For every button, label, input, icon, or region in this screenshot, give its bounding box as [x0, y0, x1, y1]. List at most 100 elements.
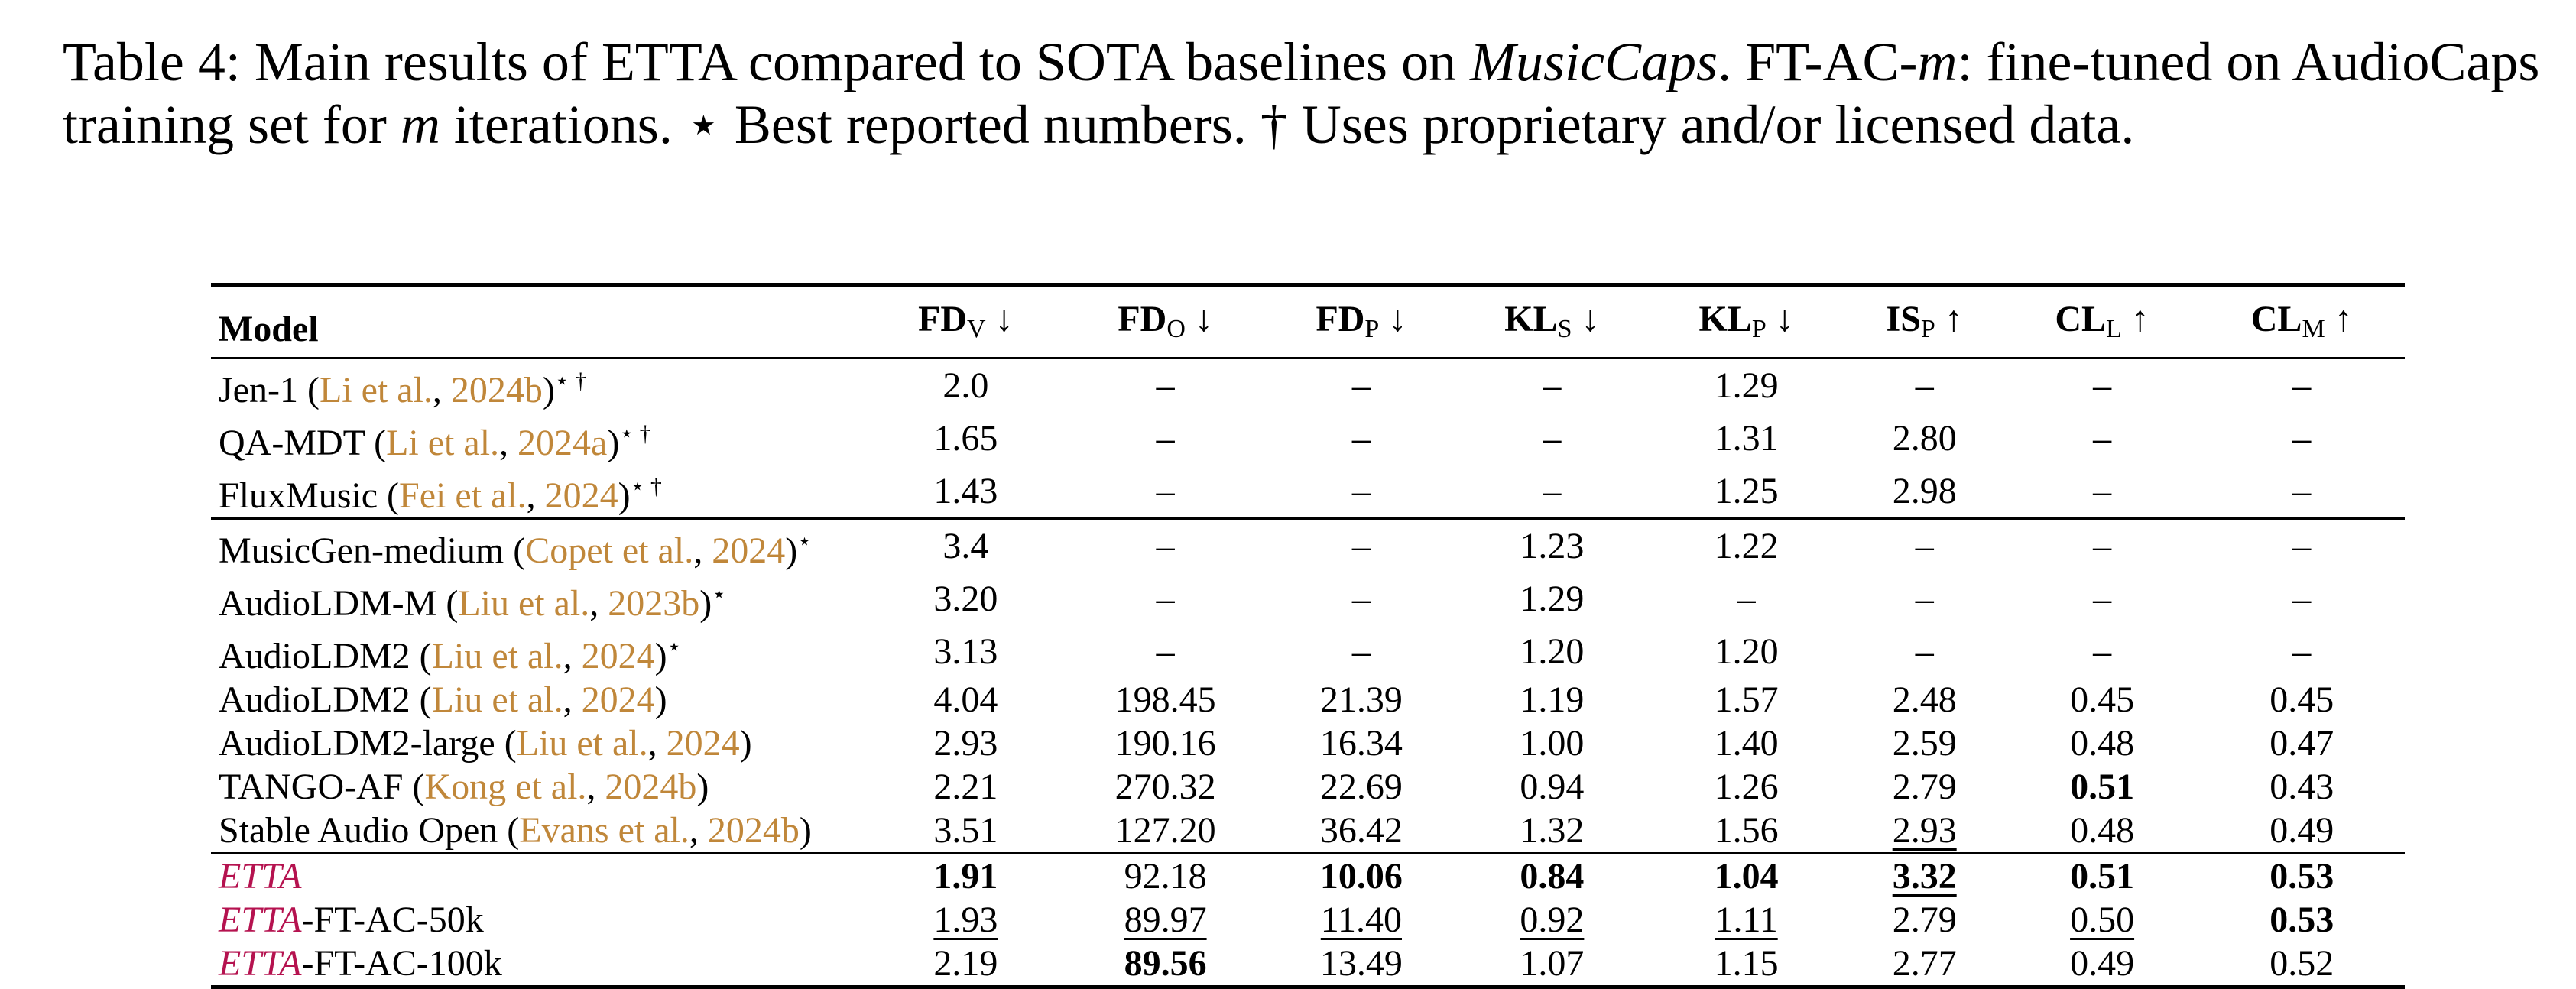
column-header-base: IS: [1886, 299, 1921, 339]
metric-value: 2.79: [1892, 900, 1957, 940]
metric-value: 1.15: [1714, 943, 1779, 984]
metric-value: –: [1737, 579, 1756, 619]
metric-cell: –: [1063, 465, 1268, 519]
metric-value: –: [2292, 418, 2312, 459]
citation-author-link[interactable]: Copet et al.: [525, 530, 694, 571]
metric-cell: 0.53: [2198, 898, 2405, 942]
column-header-subscript: P: [1751, 315, 1767, 343]
metric-cell: 0.43: [2198, 765, 2405, 809]
metric-value: 0.48: [2070, 810, 2135, 851]
metric-cell: 190.16: [1063, 721, 1268, 765]
metric-cell: –: [1063, 572, 1268, 625]
metric-value: –: [1351, 526, 1371, 566]
model-name-cell: Stable Audio Open (Evans et al., 2024b): [219, 810, 812, 851]
arrow-up-icon: ↑: [2130, 299, 2149, 339]
model-name: AudioLDM2: [219, 636, 410, 676]
metric-cell: 3.51: [868, 809, 1063, 854]
citation-author-link[interactable]: Liu et al.: [431, 679, 563, 720]
citation-author-link[interactable]: Liu et al.: [516, 723, 648, 764]
column-header-subscript: V: [967, 315, 986, 343]
metric-value: –: [1915, 579, 1934, 619]
citation-author-link[interactable]: Fei et al.: [399, 475, 527, 516]
metric-cell: –: [1063, 412, 1268, 465]
citation-author-link[interactable]: Li et al.: [386, 423, 500, 463]
metric-cell: –: [1268, 625, 1455, 678]
citation-year-link[interactable]: 2024a: [517, 423, 608, 463]
reported-marks: ⋆: [667, 634, 682, 660]
caption-mid2: : fine-tuned on AudioCaps training set f…: [63, 31, 2540, 155]
metric-cell: 0.45: [2198, 678, 2405, 721]
metric-cell: –: [1843, 517, 2006, 572]
metric-value: 1.40: [1714, 723, 1779, 764]
citation-year-link[interactable]: 2024: [712, 530, 786, 571]
metric-cell: 1.26: [1649, 765, 1843, 809]
table-row: Jen-1 (Li et al., 2024b)⋆ † 2.0 – – – 1.29 – – –: [211, 358, 2405, 413]
metric-value: –: [2093, 579, 2112, 619]
metric-cell: –: [1268, 358, 1455, 413]
metric-value: 1.31: [1714, 418, 1779, 459]
metric-cell: 198.45: [1063, 678, 1268, 721]
column-header-base: FD: [918, 299, 968, 339]
column-header-fdo: FDO ↓: [1063, 284, 1268, 359]
citation-year-link[interactable]: 2024b: [450, 370, 543, 410]
caption-mid3: iterations.: [440, 94, 686, 155]
citation-author-link[interactable]: Evans et al.: [519, 810, 689, 851]
metric-cell: 1.40: [1649, 721, 1843, 765]
metric-cell: 1.20: [1455, 625, 1649, 678]
metric-cell: 2.48: [1844, 678, 2006, 721]
metric-value: 2.93: [933, 723, 998, 764]
citation-year-link[interactable]: 2024: [666, 723, 740, 764]
metric-value: –: [1915, 631, 1934, 672]
metric-value: –: [1351, 418, 1371, 459]
metric-value: 1.25: [1714, 471, 1779, 511]
metric-value: 4.04: [933, 679, 998, 720]
metric-value: –: [1351, 579, 1371, 619]
model-name-cell: AudioLDM2-large (Liu et al., 2024): [219, 723, 752, 764]
metric-value: 0.45: [2269, 679, 2334, 720]
citation-year-link[interactable]: 2023b: [608, 583, 700, 624]
metric-value: 2.59: [1892, 723, 1957, 764]
citation-year-link[interactable]: 2024b: [707, 810, 800, 851]
citation-author-link[interactable]: Liu et al.: [431, 636, 563, 676]
metric-value: 1.23: [1520, 526, 1585, 566]
metric-cell: 1.65: [868, 412, 1063, 465]
metric-value: 1.04: [1714, 856, 1779, 897]
column-header-kls: KLS ↓: [1455, 284, 1650, 359]
metric-cell: –: [1063, 358, 1268, 413]
citation-year-link[interactable]: 2024: [581, 636, 655, 676]
metric-cell: 0.53: [2198, 852, 2405, 898]
column-header-fdp: FDP ↓: [1267, 284, 1455, 359]
metric-value: –: [1156, 579, 1175, 619]
metric-value: 2.77: [1892, 943, 1957, 984]
table-row: ETTA 1.91 92.18 10.06 0.84 1.04 3.32 0.51 0.53: [211, 852, 2405, 898]
metric-value: 270.32: [1114, 767, 1216, 807]
citation-author-link[interactable]: Liu et al.: [458, 583, 590, 624]
metric-value: 0.84: [1520, 856, 1585, 897]
citation-year-link[interactable]: 2024: [544, 475, 618, 516]
metric-cell: –: [1455, 412, 1649, 465]
metric-value: 2.80: [1892, 418, 1957, 459]
model-name-cell: AudioLDM-M (Liu et al., 2023b)⋆: [219, 582, 727, 624]
metric-cell: 21.39: [1268, 678, 1455, 721]
citation-author-link[interactable]: Li et al.: [319, 370, 433, 410]
citation-year-link[interactable]: 2024b: [605, 767, 697, 807]
metric-cell: 2.19: [868, 942, 1063, 987]
metric-value: 2.79: [1892, 767, 1957, 807]
metric-value: –: [1156, 471, 1175, 511]
metric-cell: –: [1063, 625, 1268, 678]
metric-cell: 2.79: [1844, 898, 2006, 942]
metric-value: –: [2093, 418, 2112, 459]
citation-year-link[interactable]: 2024: [581, 679, 655, 720]
column-header-subscript: M: [2302, 315, 2325, 343]
metric-value: –: [1915, 526, 1934, 566]
metric-cell: 1.11: [1649, 898, 1843, 942]
metric-cell: 2.21: [868, 765, 1063, 809]
metric-value: 2.21: [933, 767, 998, 807]
table-caption: Table 4: Main results of ETTA compared t…: [63, 31, 2576, 156]
metric-cell: 1.25: [1649, 465, 1843, 519]
metric-cell: –: [2006, 412, 2199, 465]
citation-author-link[interactable]: Kong et al.: [424, 767, 587, 807]
caption-star-symbol: ⋆: [686, 94, 721, 155]
metric-cell: 2.98: [1844, 465, 2006, 519]
metric-value: 3.4: [942, 526, 989, 566]
